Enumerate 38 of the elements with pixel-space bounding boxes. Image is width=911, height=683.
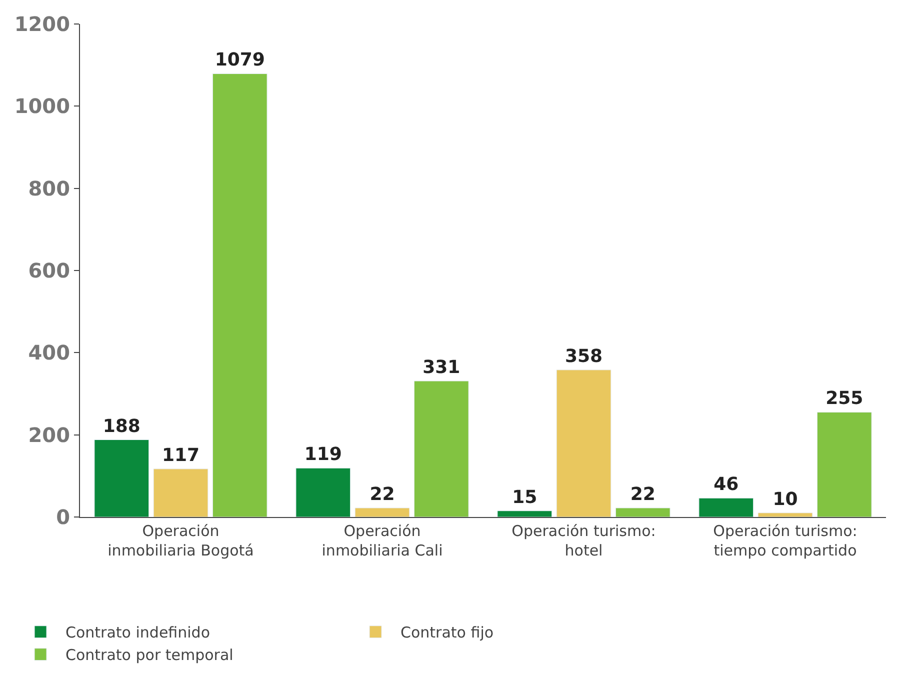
bar [354,508,410,517]
bar [758,512,813,517]
bar [497,510,552,517]
data-label: 188 [102,416,140,437]
x-tick-label: Operación turismo: tiempo compartido [713,522,858,560]
bar [615,508,670,517]
legend-label: Contrato indefinido [66,624,210,642]
data-label: 22 [370,484,395,505]
bar [153,468,208,517]
data-label: 255 [826,388,864,410]
bar [296,468,351,517]
data-label: 1079 [214,50,265,71]
data-label: 10 [772,488,798,510]
data-label: 117 [162,444,200,466]
bar [414,380,469,517]
data-label: 331 [422,357,460,378]
y-tick-label: 600 [28,258,70,282]
y-tick-label: 200 [28,422,70,447]
legend-label: Contrato por temporal [66,646,234,664]
bar [212,73,268,517]
data-label: 119 [304,444,342,466]
bar [698,498,754,517]
y-tick-label: 1000 [14,94,70,118]
data-label: 15 [512,486,538,508]
y-tick-label: 0 [56,505,70,529]
x-tick-label: Operación inmobiliaria Bogotá [108,522,254,560]
x-tick-label: Operación turismo: hotel [512,522,656,560]
bar [556,370,612,517]
y-tick-label: 800 [28,176,70,200]
data-label: 46 [714,474,739,496]
y-tick-label: 1200 [14,12,70,36]
bar [816,412,872,517]
bar [94,440,150,517]
data-label: 358 [564,346,603,367]
legend-label: Contrato fijo [400,624,494,642]
data-label: 22 [630,484,656,505]
x-tick-label: Operación inmobiliaria Cali [322,522,443,560]
y-tick-label: 400 [28,340,70,365]
